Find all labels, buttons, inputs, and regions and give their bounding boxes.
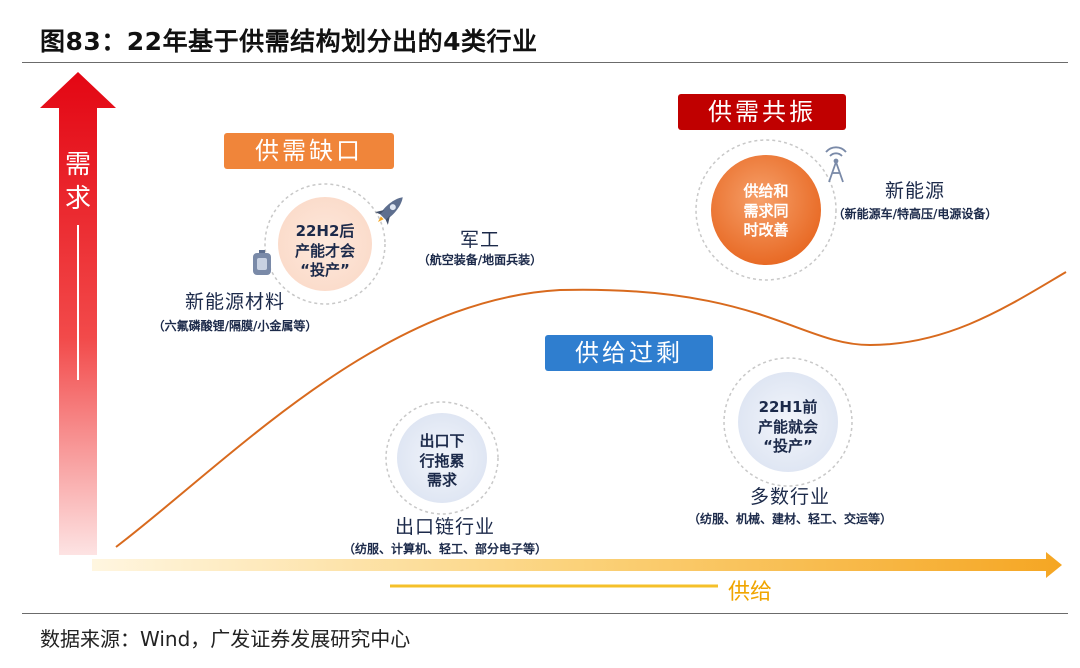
military-industry-detail: （航空装备/地面兵装） bbox=[417, 253, 543, 267]
figure-title: 图83：22年基于供需结构划分出的4类行业 bbox=[40, 27, 538, 56]
surplus-circle bbox=[738, 372, 838, 472]
export-circle-line-1: 出口下 bbox=[419, 432, 465, 450]
demand-axis-label: 需求 bbox=[64, 150, 91, 214]
resonance-circle-line-2: 需求同 bbox=[743, 201, 789, 220]
resonance-circle-line-3: 时改善 bbox=[743, 221, 789, 239]
top-divider bbox=[22, 62, 1068, 63]
multi-industry-detail: （纺服、机械、建材、轻工、交运等） bbox=[687, 512, 892, 526]
resonance-circle bbox=[711, 155, 821, 265]
surplus-circle-line-3: “投产” bbox=[763, 437, 813, 455]
nev-materials-industry-detail: （六氟磷酸锂/隔膜/小金属等） bbox=[152, 319, 318, 333]
military-industry-name: 军工 bbox=[459, 229, 500, 251]
supply-demand-resonance-box: 供需共振 bbox=[678, 94, 846, 130]
export-chain-industry-name: 出口链行业 bbox=[394, 516, 495, 538]
gap-circle-line-2: 产能才会 bbox=[294, 241, 355, 260]
supply-demand-gap-box: 供需缺口 bbox=[224, 133, 394, 169]
rocket-icon bbox=[375, 197, 403, 225]
battery-icon bbox=[253, 250, 271, 275]
export-circle-text: 出口下 行拖累 需求 bbox=[397, 432, 487, 491]
surplus-circle-line-1: 22H1前 bbox=[758, 398, 818, 416]
bottom-divider bbox=[22, 613, 1068, 614]
signal-tower-icon bbox=[825, 146, 847, 183]
resonance-circle-line-1: 供给和 bbox=[743, 182, 789, 200]
gap-circle-ring bbox=[264, 183, 386, 305]
multi-industry-name: 多数行业 bbox=[749, 486, 830, 508]
export-circle-line-3: 需求 bbox=[426, 471, 457, 489]
surplus-circle-text: 22H1前 产能就会 “投产” bbox=[743, 398, 833, 457]
resonance-circle-text: 供给和 需求同 时改善 bbox=[721, 182, 811, 241]
supply-surplus-box: 供给过剩 bbox=[545, 335, 713, 371]
gap-circle-text: 22H2后 产能才会 “投产” bbox=[280, 222, 370, 281]
gap-circle-line-1: 22H2后 bbox=[295, 222, 355, 240]
export-circle-ring bbox=[385, 401, 499, 515]
supply-demand-curve bbox=[115, 271, 1067, 548]
gap-circle-line-3: “投产” bbox=[300, 261, 350, 279]
new-energy-industry-detail: （新能源车/特高压/电源设备） bbox=[832, 207, 998, 221]
data-source: 数据来源：Wind，广发证券发展研究中心 bbox=[40, 627, 411, 651]
supply-axis-label: 供给 bbox=[728, 580, 773, 605]
new-energy-industry-name: 新能源 bbox=[884, 180, 945, 202]
export-circle-line-2: 行拖累 bbox=[419, 451, 465, 470]
surplus-circle-ring bbox=[723, 357, 853, 487]
resonance-circle-ring bbox=[695, 139, 837, 281]
gap-circle bbox=[278, 197, 372, 291]
nev-materials-industry-name: 新能源材料 bbox=[184, 291, 285, 313]
export-chain-industry-detail: （纺服、计算机、轻工、部分电子等） bbox=[342, 542, 547, 556]
surplus-circle-line-2: 产能就会 bbox=[757, 417, 818, 436]
supply-axis-arrow bbox=[92, 552, 1062, 578]
export-circle bbox=[397, 413, 487, 503]
